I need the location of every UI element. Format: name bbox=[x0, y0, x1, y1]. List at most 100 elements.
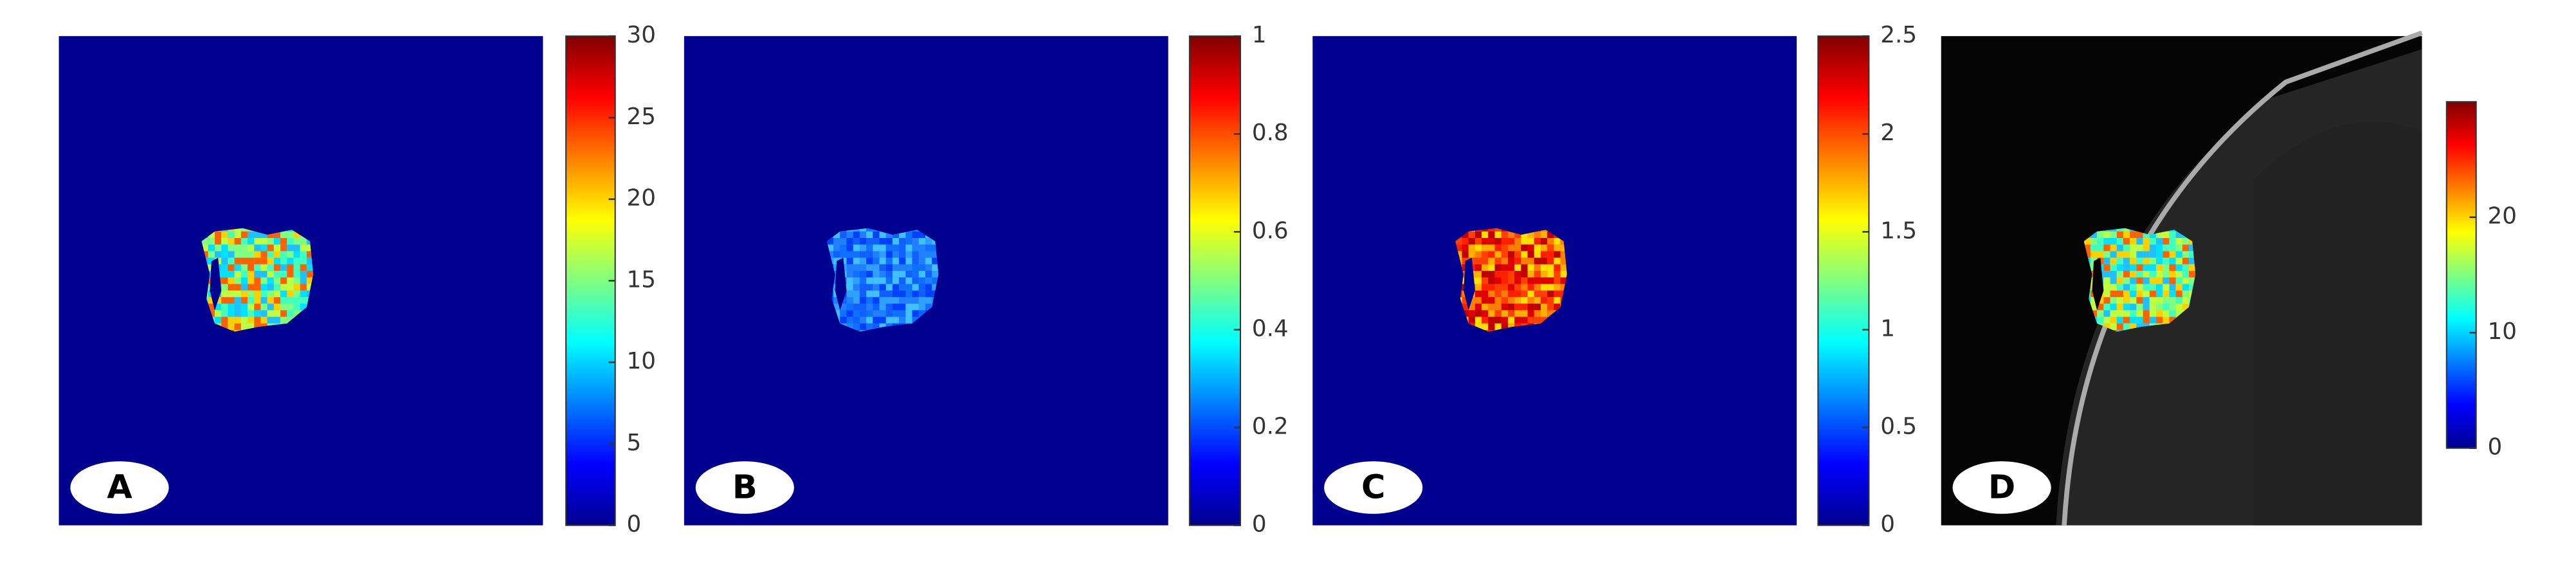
lesion-pixel bbox=[1507, 231, 1515, 239]
lesion-pixel bbox=[859, 277, 867, 284]
lesion-pixel bbox=[2103, 316, 2110, 324]
lesion-pixel bbox=[2103, 264, 2110, 271]
lesion-pixel bbox=[267, 304, 274, 311]
lesion-pixel bbox=[1547, 304, 1554, 311]
lesion-pixel bbox=[1482, 244, 1489, 252]
lesion-pixel bbox=[1521, 310, 1528, 317]
lesion-pixel bbox=[879, 264, 886, 271]
lesion-pixel bbox=[899, 231, 906, 239]
lesion-pixel bbox=[905, 284, 912, 291]
lesion-pixel bbox=[287, 271, 294, 278]
colorbar-tick-label: 0 bbox=[1880, 511, 1895, 538]
lesion-pixel bbox=[2169, 244, 2176, 252]
lesion-pixel bbox=[2097, 238, 2104, 245]
lesion-pixel bbox=[1534, 244, 1541, 252]
lesion-pixel bbox=[2110, 251, 2117, 258]
lesion-pixel bbox=[248, 297, 255, 304]
lesion-pixel bbox=[2110, 257, 2117, 264]
lesion-pixel bbox=[1514, 264, 1521, 271]
lesion-pixel bbox=[208, 244, 215, 252]
lesion-pixel bbox=[840, 316, 847, 324]
lesion-pixel bbox=[2189, 284, 2196, 291]
lesion-pixel bbox=[1501, 323, 1508, 330]
lesion-pixel bbox=[912, 304, 919, 311]
lesion-pixel bbox=[214, 244, 222, 252]
lesion-pixel bbox=[1521, 231, 1528, 239]
lesion-pixel bbox=[859, 238, 867, 245]
lesion-pixel bbox=[866, 284, 873, 291]
lesion-pixel bbox=[1494, 290, 1501, 297]
lesion-pixel bbox=[2169, 297, 2176, 304]
lesion-pixel bbox=[214, 316, 222, 324]
lesion-pixel bbox=[1534, 231, 1541, 239]
lesion-pixel bbox=[214, 231, 222, 239]
lesion-pixel bbox=[240, 257, 248, 264]
lesion-pixel bbox=[2136, 284, 2143, 291]
lesion-pixel bbox=[859, 231, 867, 239]
lesion-pixel bbox=[932, 284, 939, 291]
lesion-pixel bbox=[287, 304, 294, 311]
lesion-pixel bbox=[2123, 297, 2130, 304]
lesion-pixel bbox=[254, 284, 261, 291]
lesion-pixel bbox=[267, 290, 274, 297]
lesion-pixel bbox=[260, 238, 268, 245]
lesion-pixel bbox=[866, 244, 873, 252]
lesion-pixel bbox=[866, 290, 873, 297]
lesion-pixel bbox=[1527, 257, 1534, 264]
lesion-pixel bbox=[905, 244, 912, 252]
lesion-pixel bbox=[260, 251, 268, 258]
lesion-pixel bbox=[1482, 257, 1489, 264]
colorbar bbox=[2445, 101, 2477, 449]
lesion-pixel bbox=[853, 251, 860, 258]
lesion-pixel bbox=[234, 297, 241, 304]
lesion-pixel bbox=[2110, 271, 2117, 278]
lesion-pixel bbox=[2130, 277, 2137, 284]
lesion-pixel bbox=[267, 264, 274, 271]
lesion-pixel bbox=[925, 244, 932, 252]
lesion-pixel bbox=[859, 290, 867, 297]
lesion-pixel bbox=[2169, 271, 2176, 278]
lesion-pixel bbox=[1507, 323, 1515, 330]
lesion-pixel bbox=[1474, 271, 1482, 278]
lesion-pixel bbox=[2130, 316, 2137, 324]
lesion-pixel bbox=[240, 310, 248, 317]
lesion-pixel bbox=[287, 244, 294, 252]
lesion-pixel bbox=[273, 290, 281, 297]
panel-label-bg bbox=[1324, 461, 1423, 514]
lesion-pixel bbox=[840, 304, 847, 311]
lesion-pixel bbox=[221, 304, 228, 311]
lesion-pixel bbox=[866, 323, 873, 330]
lesion-pixel bbox=[2110, 284, 2117, 291]
lesion-pixel bbox=[2123, 228, 2130, 232]
lesion-pixel bbox=[840, 238, 847, 245]
lesion-pixel bbox=[240, 304, 248, 311]
lesion-pixel bbox=[293, 257, 300, 264]
colorbar-tick-label: 0 bbox=[1252, 511, 1267, 538]
lesion-pixel bbox=[2156, 277, 2163, 284]
lesion-pixel bbox=[1488, 316, 1495, 324]
lesion-pixel bbox=[2110, 316, 2117, 324]
lesion-gap bbox=[835, 257, 847, 311]
lesion-pixel bbox=[293, 264, 300, 271]
lesion-pixel bbox=[866, 277, 873, 284]
lesion-pixel bbox=[873, 264, 880, 271]
lesion-pixel bbox=[879, 271, 886, 278]
lesion-pixel bbox=[306, 244, 314, 252]
lesion-pixel bbox=[2169, 290, 2176, 297]
lesion-pixel bbox=[2136, 257, 2143, 264]
lesion-pixel bbox=[1521, 271, 1528, 278]
lesion-pixel bbox=[873, 277, 880, 284]
lesion-pixel bbox=[1501, 290, 1508, 297]
lesion-pixel bbox=[918, 271, 926, 278]
lesion-pixel bbox=[2189, 238, 2196, 245]
lesion-pixel bbox=[1534, 251, 1541, 258]
lesion-pixel bbox=[1494, 264, 1501, 271]
lesion-pixel bbox=[2156, 304, 2163, 311]
lesion-pixel bbox=[254, 316, 261, 324]
lesion-pixel bbox=[2169, 277, 2176, 284]
lesion-pixel bbox=[892, 304, 900, 311]
lesion-pixel bbox=[1501, 251, 1508, 258]
lesion-pixel bbox=[879, 257, 886, 264]
lesion-pixel bbox=[892, 310, 900, 317]
lesion-pixel bbox=[918, 264, 926, 271]
